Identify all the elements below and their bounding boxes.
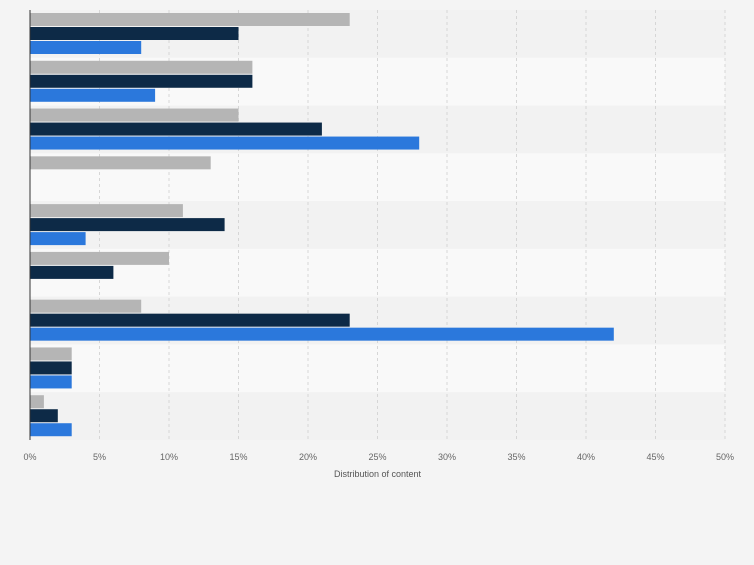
category-band bbox=[30, 344, 725, 393]
x-axis-label: Distribution of content bbox=[334, 469, 422, 479]
bar-series-3-cat-5[interactable] bbox=[30, 232, 86, 246]
bar-series-1-cat-2[interactable] bbox=[30, 60, 253, 74]
x-tick-label: 30% bbox=[438, 452, 456, 462]
bar-series-2-cat-6[interactable] bbox=[30, 265, 114, 279]
x-tick-label: 0% bbox=[23, 452, 36, 462]
bar-series-1-cat-3[interactable] bbox=[30, 108, 239, 122]
bar-series-1-cat-5[interactable] bbox=[30, 204, 183, 218]
bar-series-2-cat-9[interactable] bbox=[30, 409, 58, 423]
x-tick-label: 50% bbox=[716, 452, 734, 462]
x-tick-label: 35% bbox=[507, 452, 525, 462]
x-tick-label: 25% bbox=[368, 452, 386, 462]
x-tick-label: 40% bbox=[577, 452, 595, 462]
bar-series-2-cat-2[interactable] bbox=[30, 74, 253, 88]
bar-series-3-cat-1[interactable] bbox=[30, 41, 142, 54]
bar-series-1-cat-9[interactable] bbox=[30, 395, 44, 409]
bar-series-1-cat-4[interactable] bbox=[30, 156, 211, 170]
x-tick-label: 20% bbox=[299, 452, 317, 462]
x-tick-label: 45% bbox=[646, 452, 664, 462]
bar-series-3-cat-2[interactable] bbox=[30, 88, 156, 102]
x-tick-label: 10% bbox=[160, 452, 178, 462]
bar-series-1-cat-1[interactable] bbox=[30, 13, 350, 26]
x-axis-ticks: 0% 5% 10% 15% 20% 25% 30% 35% 40% 45% 50% bbox=[23, 452, 734, 462]
bar-series-1-cat-8[interactable] bbox=[30, 347, 72, 361]
bar-series-3-cat-8[interactable] bbox=[30, 375, 72, 389]
bar-series-3-cat-7[interactable] bbox=[30, 327, 614, 341]
x-tick-label: 15% bbox=[229, 452, 247, 462]
bar-series-2-cat-1[interactable] bbox=[30, 27, 239, 40]
bar-series-2-cat-5[interactable] bbox=[30, 218, 225, 232]
bar-series-2-cat-3[interactable] bbox=[30, 122, 322, 136]
x-tick-label: 5% bbox=[93, 452, 106, 462]
bar-series-1-cat-7[interactable] bbox=[30, 299, 142, 313]
bar-series-3-cat-9[interactable] bbox=[30, 423, 72, 437]
bars bbox=[30, 13, 614, 437]
bar-series-3-cat-3[interactable] bbox=[30, 136, 420, 150]
bar-series-1-cat-6[interactable] bbox=[30, 251, 169, 265]
bar-series-2-cat-8[interactable] bbox=[30, 361, 72, 375]
bar-series-2-cat-7[interactable] bbox=[30, 313, 350, 327]
